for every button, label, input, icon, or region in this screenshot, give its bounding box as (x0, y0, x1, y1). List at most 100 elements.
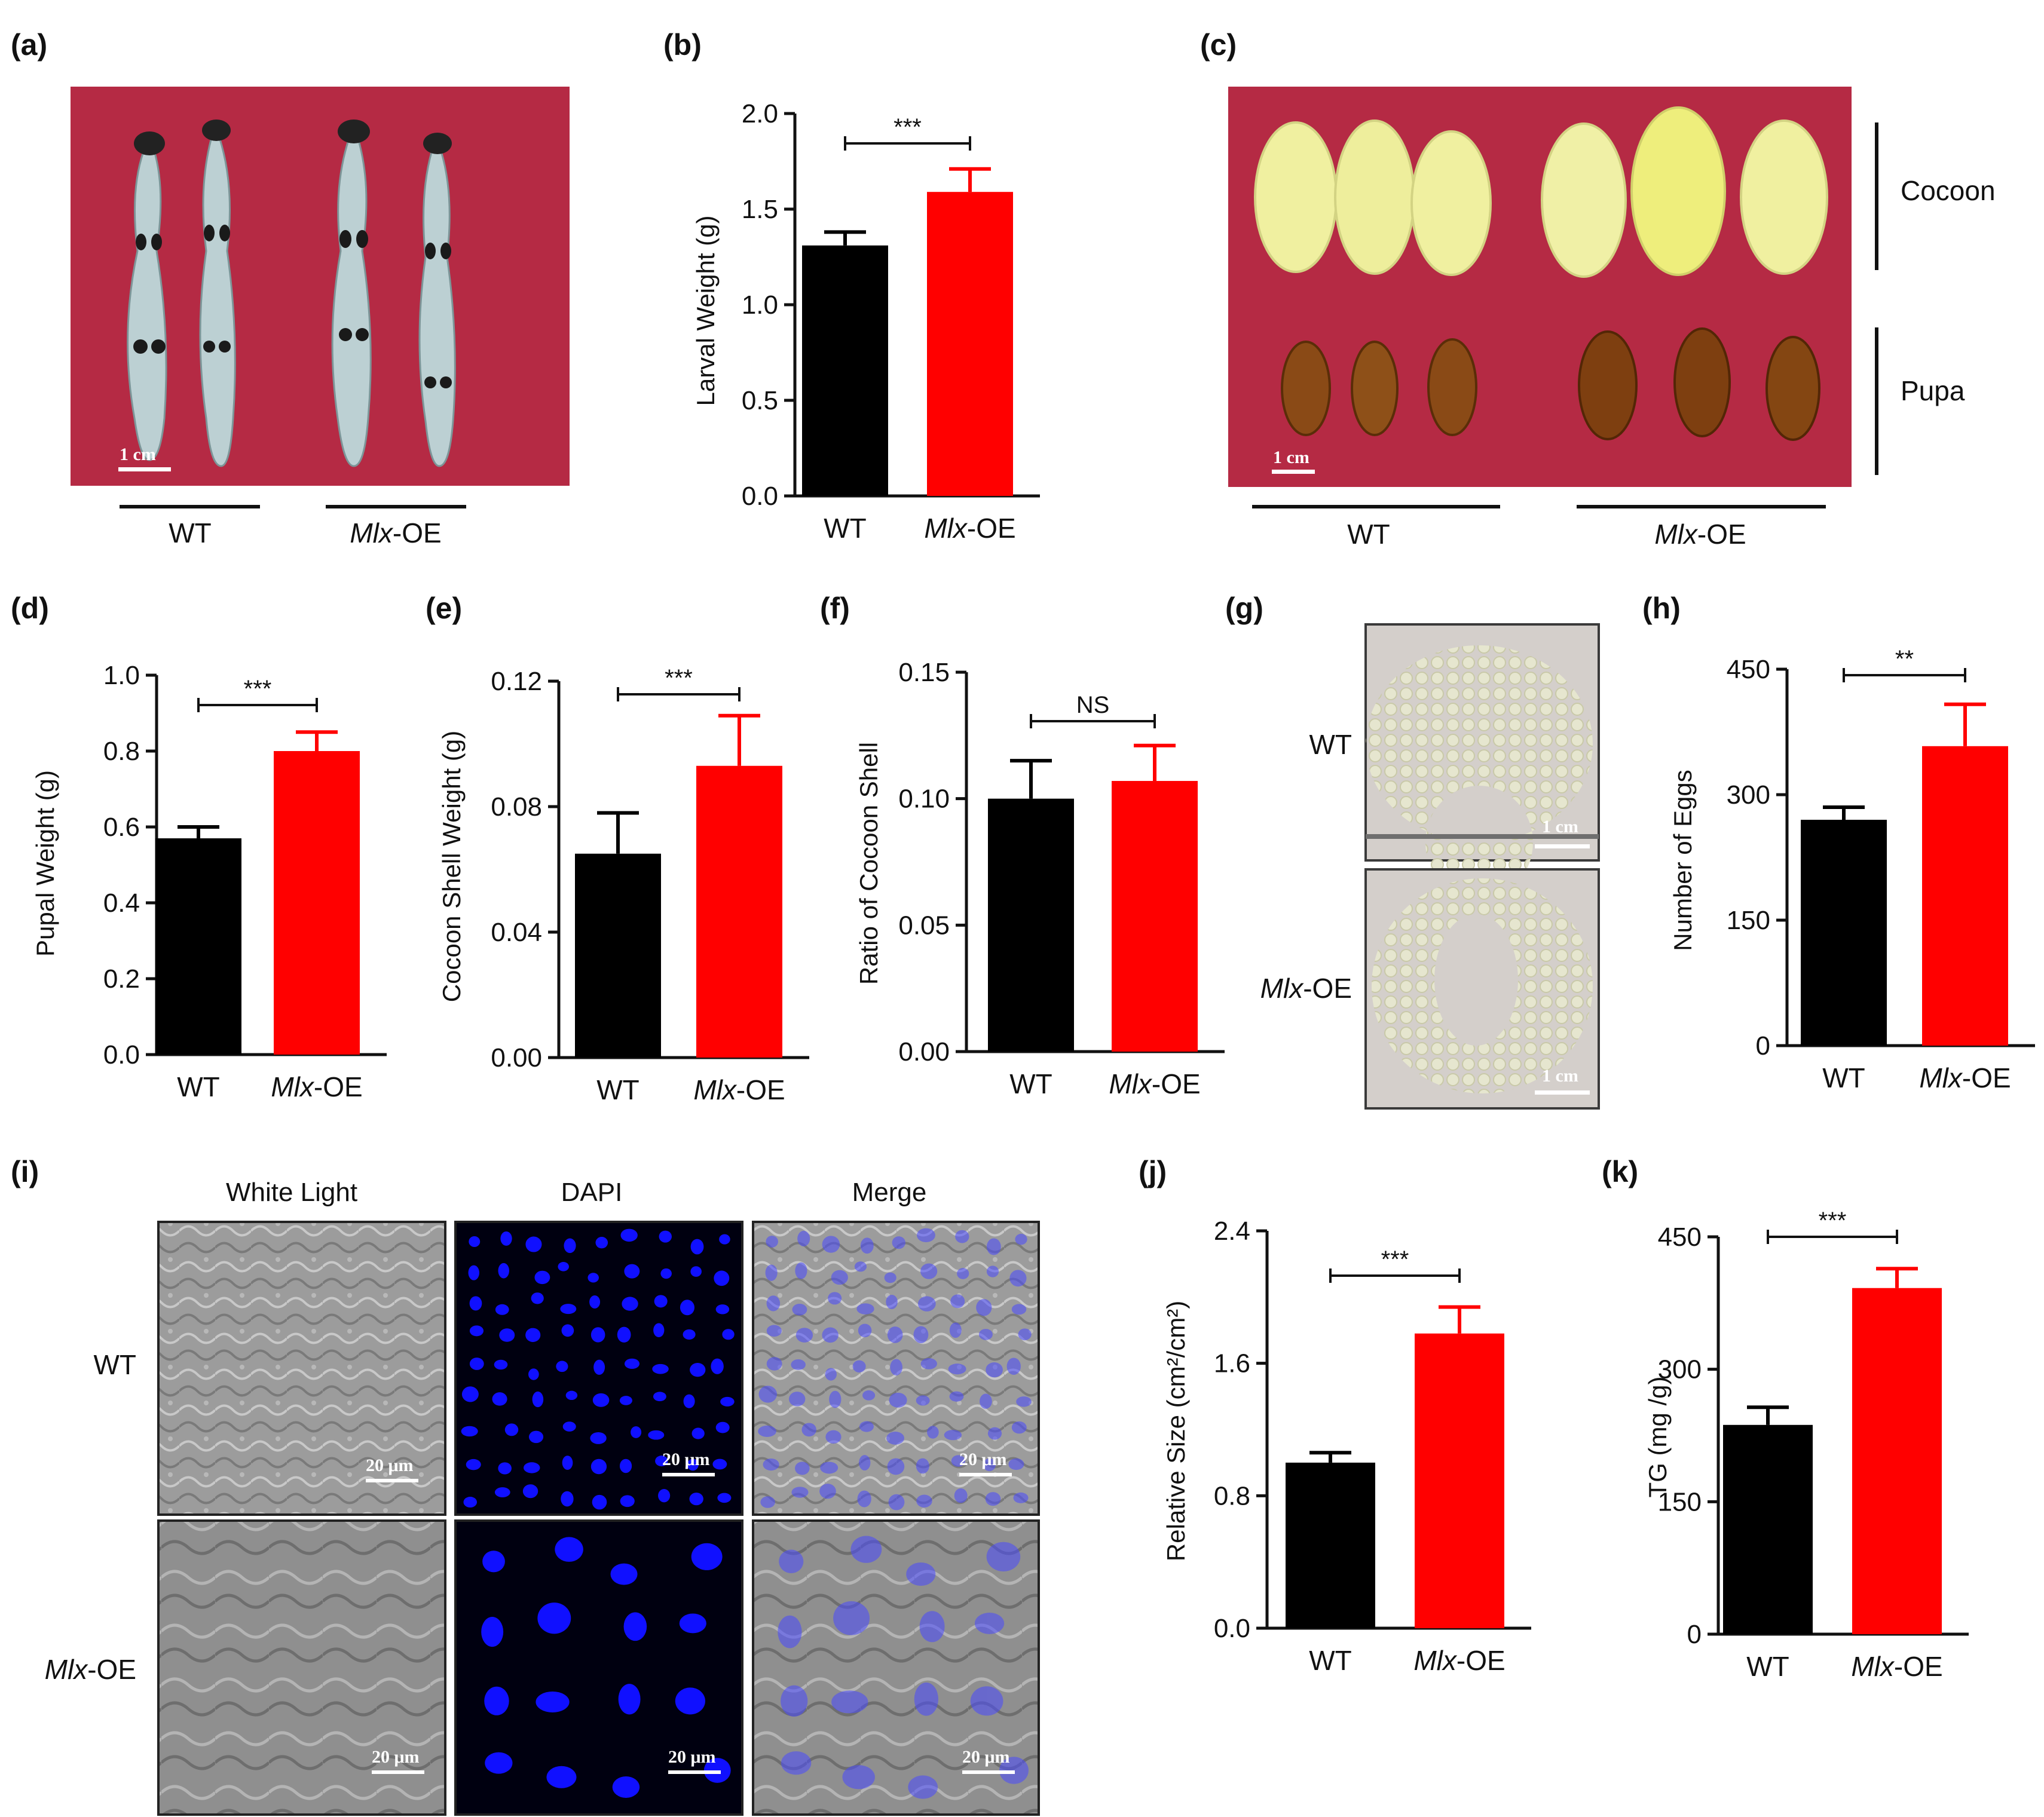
nucleus (498, 1462, 512, 1475)
nucleus (781, 1751, 812, 1775)
row-label-pupa: Pupa (1901, 375, 1965, 406)
nucleus (842, 1765, 875, 1790)
nucleus (886, 1295, 898, 1310)
scale-bar-g1 (1535, 844, 1590, 848)
row-label-g-wt: WT (1309, 729, 1352, 760)
nucleus (765, 1264, 778, 1281)
scale-bar-text-a: 1 cm (120, 445, 156, 464)
column-title-merge: Merge (852, 1178, 927, 1207)
nucleus (648, 1430, 665, 1440)
nucleus (534, 1270, 550, 1285)
nucleus (778, 1615, 802, 1649)
y-tick-label: 1.5 (742, 195, 778, 224)
dapi-oe-nuclei (481, 1537, 731, 1798)
nucleus (529, 1430, 544, 1444)
nucleus (466, 1458, 481, 1470)
nucleus (620, 1228, 638, 1242)
merge-oe-nuclei (778, 1536, 1029, 1799)
nucleus (766, 1236, 778, 1248)
nucleus (850, 1536, 882, 1563)
chart-number-of-eggs: 0 150 300 450 Number of Eggs WT Mlx-OE ** (1669, 646, 2035, 1093)
scale-bar-i5 (668, 1770, 721, 1774)
nucleus (717, 1493, 732, 1503)
nucleus (589, 1295, 601, 1309)
nucleus (711, 1358, 724, 1374)
merge-wt-nuclei (758, 1228, 1032, 1510)
nucleus (653, 1392, 666, 1402)
nucleus (653, 1323, 665, 1338)
nucleus (610, 1563, 638, 1585)
scale-bar-text-i4: 20 μm (372, 1747, 420, 1767)
nucleus (858, 1323, 872, 1338)
nucleus (955, 1230, 969, 1243)
nucleus (913, 1326, 929, 1344)
nucleus (820, 1461, 839, 1474)
nucleus (624, 1264, 640, 1279)
larva-1 (127, 131, 167, 461)
significance-label: ** (1895, 646, 1914, 672)
nucleus (781, 1685, 808, 1717)
nucleus (758, 1425, 776, 1437)
nucleus (908, 1775, 938, 1799)
nucleus (917, 1228, 935, 1243)
nucleus (492, 1392, 507, 1406)
panel-letter-j: (j) (1139, 1155, 1167, 1188)
category-label-wt: WT (1309, 1645, 1352, 1676)
chart-relative-size: 0.0 0.8 1.6 2.4 Relative Size (cm²/cm²) WT Mlx… (1162, 1217, 1531, 1676)
nucleus (622, 1297, 638, 1311)
scale-bar-c (1272, 470, 1315, 474)
scale-bar-i2 (662, 1473, 715, 1476)
nucleus (592, 1494, 607, 1510)
nucleus (461, 1426, 478, 1437)
panel-letter-g: (g) (1225, 592, 1263, 625)
scale-bar-text-i6: 20 μm (962, 1747, 1010, 1767)
scale-bar-text-i5: 20 μm (668, 1747, 716, 1767)
nucleus (831, 1270, 848, 1285)
nucleus (714, 1270, 730, 1286)
egg-ring-oe (1372, 878, 1593, 1093)
nucleus (631, 1426, 642, 1438)
nucleus (536, 1691, 570, 1712)
significance-label: NS (1076, 692, 1110, 718)
y-tick-label: 0 (1687, 1620, 1702, 1649)
larva-2 (199, 120, 236, 467)
bar-oe (1852, 1288, 1942, 1634)
nucleus (659, 1230, 672, 1243)
nucleus (565, 1390, 578, 1401)
pupae (1281, 327, 1820, 441)
nucleus (504, 1423, 519, 1436)
group-label-oe-a: Mlx-OE (350, 517, 441, 549)
nucleus (833, 1601, 870, 1635)
y-tick-label: 1.0 (103, 661, 140, 690)
nucleus (1018, 1328, 1032, 1341)
nucleus (791, 1487, 809, 1498)
nucleus (485, 1752, 513, 1774)
chart-pupal-weight: 0.0 0.2 0.4 0.6 0.8 1.0 Pupal Weight (g) WT Mlx-… (31, 661, 387, 1102)
significance-label: *** (244, 676, 272, 702)
chart-cocoon-shell-ratio: 0.00 0.05 0.10 0.15 Ratio of Cocoon Shell WT M… (855, 658, 1225, 1099)
nucleus (857, 1490, 871, 1507)
nucleus (499, 1328, 515, 1342)
nucleus (1006, 1358, 1021, 1375)
y-tick-label: 450 (1727, 655, 1770, 684)
nucleus (852, 1360, 866, 1373)
nucleus (620, 1495, 635, 1507)
nucleus (795, 1262, 807, 1279)
scale-bar-i3 (959, 1473, 1012, 1476)
nucleus (985, 1492, 1001, 1506)
nucleus (1011, 1304, 1027, 1315)
larvae-photo: 1 cm (71, 87, 570, 486)
nucleus (617, 1326, 631, 1343)
nucleus (917, 1296, 936, 1312)
nucleus (691, 1543, 723, 1570)
white-light-oe (157, 1519, 446, 1816)
scale-bar-text-g1: 1 cm (1542, 817, 1578, 837)
nucleus (766, 1357, 782, 1371)
nucleus (766, 1325, 782, 1337)
nucleus (679, 1613, 706, 1634)
nucleus (689, 1493, 703, 1506)
nucleus (461, 1386, 479, 1402)
category-label-wt: WT (1746, 1651, 1789, 1682)
scale-bar-text-g2: 1 cm (1542, 1066, 1578, 1086)
